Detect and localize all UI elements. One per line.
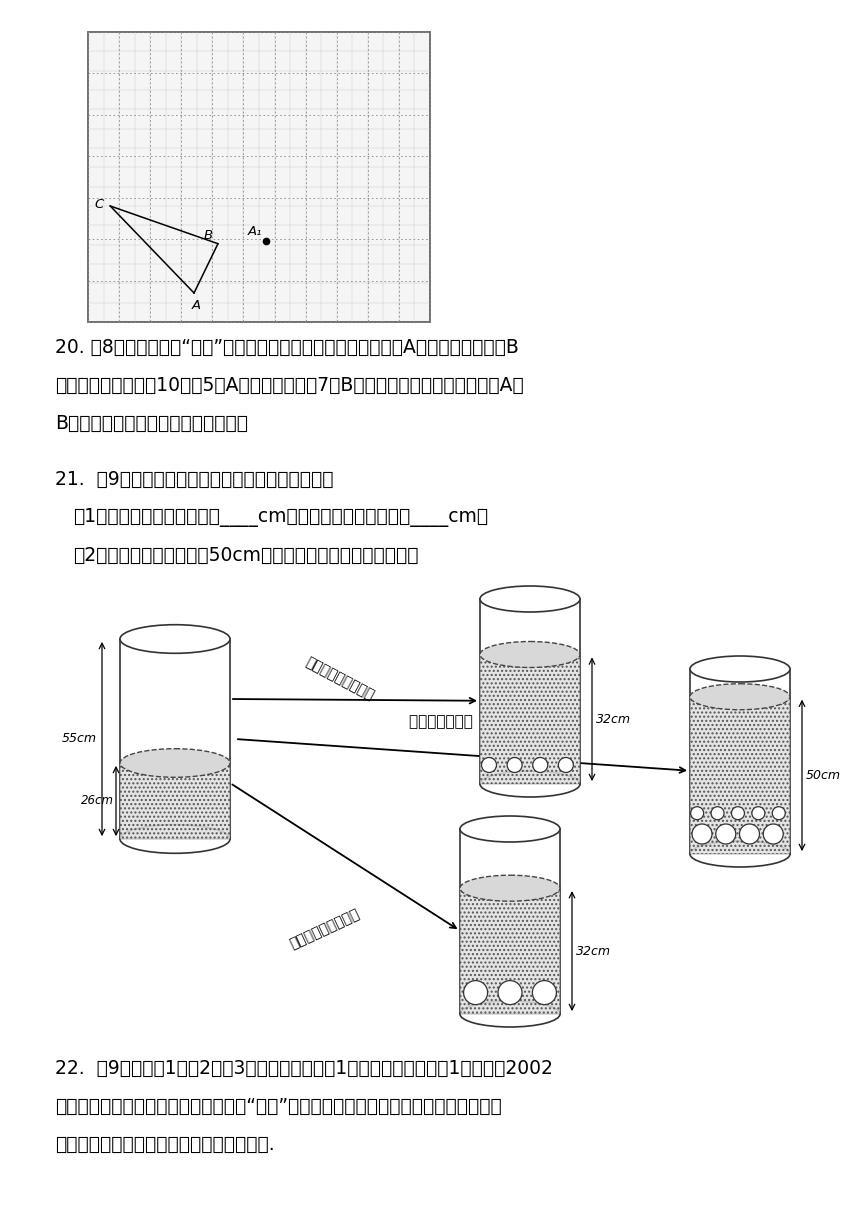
Bar	[460, 888, 560, 1014]
Text: 32cm: 32cm	[576, 945, 611, 958]
Circle shape	[692, 824, 712, 844]
Bar	[480, 654, 580, 784]
Ellipse shape	[690, 683, 790, 710]
Ellipse shape	[120, 824, 230, 854]
Text: B两种型号计算器的单价分别是多少？: B两种型号计算器的单价分别是多少？	[55, 413, 248, 433]
Ellipse shape	[690, 841, 790, 867]
Circle shape	[752, 806, 765, 820]
Circle shape	[740, 824, 759, 844]
Ellipse shape	[690, 655, 790, 682]
Text: 21.  （9分）根据图中给出的信息，解答下列问题：: 21. （9分）根据图中给出的信息，解答下列问题：	[55, 471, 334, 489]
Text: 50cm: 50cm	[806, 769, 841, 782]
Circle shape	[498, 980, 522, 1004]
Ellipse shape	[480, 586, 580, 612]
Text: 只转动着的风车，欢迎世界各地的数学家们.: 只转动着的风车，欢迎世界各地的数学家们.	[55, 1135, 274, 1154]
Text: C: C	[94, 198, 103, 212]
Ellipse shape	[460, 1001, 560, 1028]
Text: 22.  （9分）如图1，图2，图3的网格均由边长为1的小正方形组成，图1中的团是2002: 22. （9分）如图1，图2，图3的网格均由边长为1的小正方形组成，图1中的团是…	[55, 1059, 553, 1079]
Ellipse shape	[460, 876, 560, 901]
Circle shape	[716, 824, 736, 844]
Text: B: B	[204, 229, 213, 242]
Circle shape	[482, 758, 496, 772]
Text: 放入体积相同的大球: 放入体积相同的大球	[288, 907, 362, 951]
Bar	[480, 599, 580, 784]
Circle shape	[711, 806, 724, 820]
Ellipse shape	[460, 816, 560, 841]
Text: （1）放入一个小球水面升高____cm，放入一个大球水面升高____cm；: （1）放入一个小球水面升高____cm，放入一个大球水面升高____cm；	[73, 508, 488, 527]
Bar	[120, 762, 230, 839]
Text: 型号计算器的单价多10元，5台A型号的计算器与7台B型号的计算器的价錢相同，问A、: 型号计算器的单价多10元，5台A型号的计算器与7台B型号的计算器的价錢相同，问A…	[55, 376, 524, 395]
Circle shape	[772, 806, 785, 820]
Circle shape	[507, 758, 522, 772]
Circle shape	[464, 980, 488, 1004]
Circle shape	[558, 758, 574, 772]
Text: 20. （8分）小明想从“天猋”某网店购买计算器，经查询，某品牌A号计算器的单价比B: 20. （8分）小明想从“天猋”某网店购买计算器，经查询，某品牌A号计算器的单价…	[55, 338, 519, 358]
Bar	[120, 762, 230, 839]
Ellipse shape	[120, 749, 230, 777]
Bar	[460, 888, 560, 1014]
Text: 32cm: 32cm	[596, 713, 631, 726]
Bar	[480, 654, 580, 784]
Circle shape	[732, 806, 745, 820]
Bar	[88, 32, 430, 322]
Bar	[120, 638, 230, 839]
Text: 55cm: 55cm	[62, 732, 97, 745]
Circle shape	[532, 980, 556, 1004]
Text: 放入体积相同的小球: 放入体积相同的小球	[304, 655, 377, 703]
Bar	[460, 829, 560, 1014]
Text: A₁: A₁	[248, 225, 261, 238]
Circle shape	[764, 824, 783, 844]
Ellipse shape	[120, 625, 230, 653]
Ellipse shape	[480, 771, 580, 796]
Circle shape	[532, 758, 548, 772]
Ellipse shape	[480, 642, 580, 668]
Bar	[690, 669, 790, 854]
Text: （2）如果要使水面上升到50cm，应放入大球、小球各多少个？: （2）如果要使水面上升到50cm，应放入大球、小球各多少个？	[73, 546, 419, 565]
Bar	[690, 697, 790, 854]
Text: 年在北京举办的世界数学家大会的会标“弦图”，它既标志着中国古代的数学成就，又像一: 年在北京举办的世界数学家大会的会标“弦图”，它既标志着中国古代的数学成就，又像一	[55, 1097, 501, 1116]
Circle shape	[691, 806, 703, 820]
Text: A: A	[192, 299, 200, 313]
Text: 26cm: 26cm	[81, 794, 114, 807]
Text: 放入大球小球共 10 个: 放入大球小球共 10 个	[409, 714, 511, 728]
Bar	[690, 697, 790, 854]
